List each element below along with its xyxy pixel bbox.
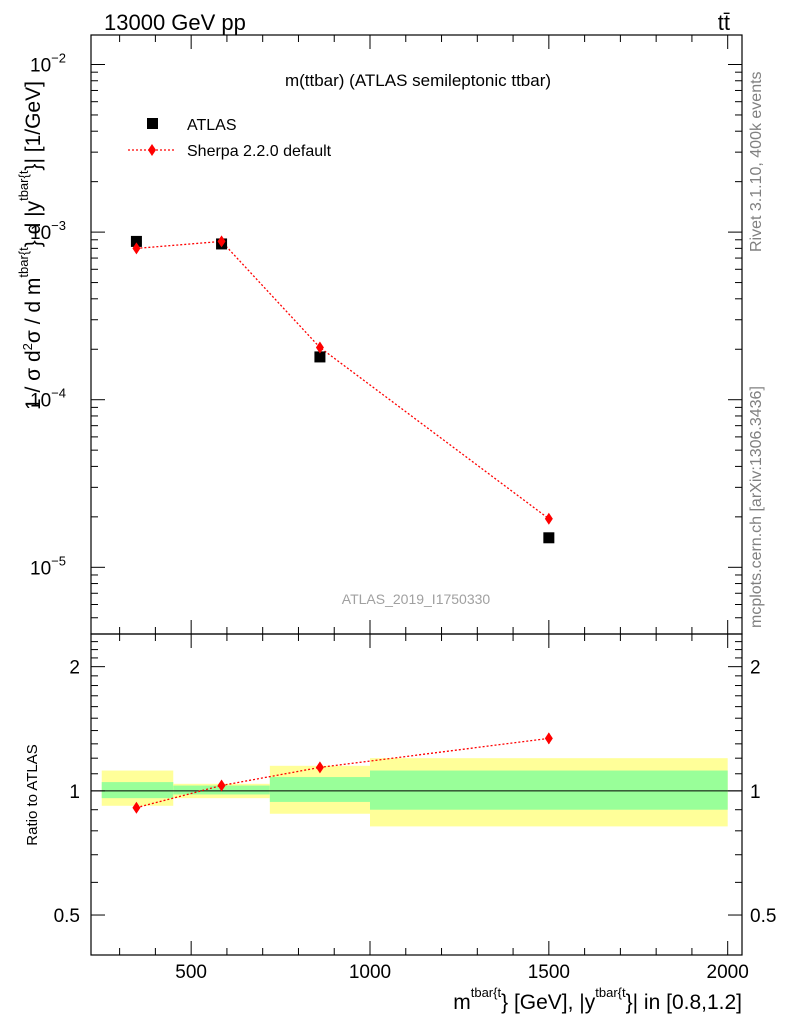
ratio-uncertainty-bands — [101, 758, 728, 827]
main-y-tick-label: 10−4 — [30, 386, 66, 412]
ratio-sherpa-point — [132, 801, 141, 814]
ratio-sherpa-point — [544, 732, 553, 745]
x-tick-label: 2000 — [707, 962, 749, 983]
main-plot-panel: m(ttbar) (ATLAS semileptonic ttbar) ATLA… — [16, 34, 743, 635]
sherpa-point — [315, 341, 324, 354]
ratio-y-tick-label: 0.5 — [54, 906, 80, 927]
ratio-y-tick-label-right: 1 — [750, 782, 761, 803]
sherpa-point — [132, 242, 141, 255]
sherpa-point — [217, 235, 226, 248]
ratio-sherpa-line — [136, 737, 549, 809]
xlabel-sup-tbar-2: tbar{t — [595, 985, 626, 1000]
ratio-sherpa-point — [217, 779, 226, 792]
ylabel-sup-tbar-2: tbar{t — [16, 170, 31, 201]
main-axis-ticks: 10−510−410−310−2 — [30, 35, 742, 635]
ylabel-part-4: }| [1/GeV] — [22, 81, 45, 171]
ratio-plot-panel: Ratio to ATLAS 0.5 0.5 1 1 2 2 500 1000 1500 2000… — [24, 633, 776, 1014]
ratio-data-layer — [132, 732, 553, 814]
main-y-tick-label: 10−3 — [30, 218, 66, 244]
ratio-plot-frame — [90, 633, 743, 956]
ratio-stat-band — [269, 777, 370, 802]
mcplots-label: mcplots.cern.ch [arXiv:1306.3436] — [748, 386, 765, 628]
legend-atlas-marker — [147, 118, 158, 129]
main-y-tick-base: 10 — [30, 223, 51, 244]
x-axis-label: mtbar{t} [GeV], |ytbar{t}| in [0.8,1.2] — [453, 985, 742, 1014]
ratio-y-tick-label-right: 0.5 — [750, 906, 776, 927]
main-y-axis-label: 1 / σ d2σ / d mtbar{t} d |ytbar{t}| [1/G… — [16, 81, 45, 410]
ratio-y-axis-label: Ratio to ATLAS — [24, 744, 41, 845]
ylabel-sup-tbar-1: tbar{t — [16, 247, 31, 278]
main-y-tick-exponent: −5 — [51, 553, 66, 568]
atlas-point — [543, 532, 555, 544]
analysis-id-label: ATLAS_2019_I1750330 — [342, 591, 491, 607]
energy-label: 13000 GeV pp — [104, 10, 246, 35]
ratio-y-tick-label-right: 2 — [750, 658, 761, 679]
ratio-stat-band — [101, 782, 174, 799]
main-y-tick-exponent: −3 — [51, 218, 66, 233]
x-tick-label: 1000 — [349, 962, 391, 983]
process-label: tt̄ — [718, 10, 730, 35]
main-y-tick-exponent: −2 — [51, 51, 66, 66]
atlas-point — [314, 351, 326, 363]
legend-sherpa-marker — [148, 144, 156, 156]
main-y-tick-label: 10−5 — [30, 553, 66, 579]
rivet-label: Rivet 3.1.10, 400k events — [748, 71, 765, 252]
main-y-tick-base: 10 — [30, 56, 51, 77]
main-y-tick-base: 10 — [30, 391, 51, 412]
legend-atlas-label: ATLAS — [187, 117, 237, 134]
xlabel-sup-tbar-1: tbar{t — [471, 985, 502, 1000]
xlabel-part-2: } [GeV], |y — [501, 991, 596, 1014]
ratio-y-tick-label: 1 — [69, 782, 80, 803]
x-tick-label: 1500 — [528, 962, 570, 983]
ylabel-part-2: σ / d m — [22, 278, 45, 343]
ratio-sherpa-point — [315, 761, 324, 774]
xlabel-part-1: m — [453, 991, 471, 1014]
main-y-tick-label: 10−2 — [30, 51, 66, 77]
ratio-stat-band — [370, 770, 728, 810]
legend: ATLAS Sherpa 2.2.0 default — [128, 117, 332, 160]
atlas-point — [130, 235, 142, 247]
ylabel-sup-2: 2 — [20, 343, 35, 350]
main-y-tick-base: 10 — [30, 558, 51, 579]
ylabel-part-1: 1 / σ d — [22, 350, 45, 410]
sherpa-point — [544, 512, 553, 525]
ratio-y-tick-label: 2 — [69, 658, 80, 679]
main-data-layer — [130, 235, 555, 544]
ratio-axis-ticks: 0.5 0.5 1 1 2 2 500 1000 1500 2000 — [54, 634, 776, 983]
xlabel-part-3: }| in [0.8,1.2] — [626, 991, 742, 1014]
legend-sherpa-label: Sherpa 2.2.0 default — [187, 143, 332, 160]
sherpa-line — [136, 240, 550, 520]
x-tick-label: 500 — [175, 962, 207, 983]
plot-title: m(ttbar) (ATLAS semileptonic ttbar) — [285, 71, 551, 90]
ylabel-part-3: } d |y — [22, 200, 45, 247]
main-y-tick-exponent: −4 — [51, 386, 66, 401]
